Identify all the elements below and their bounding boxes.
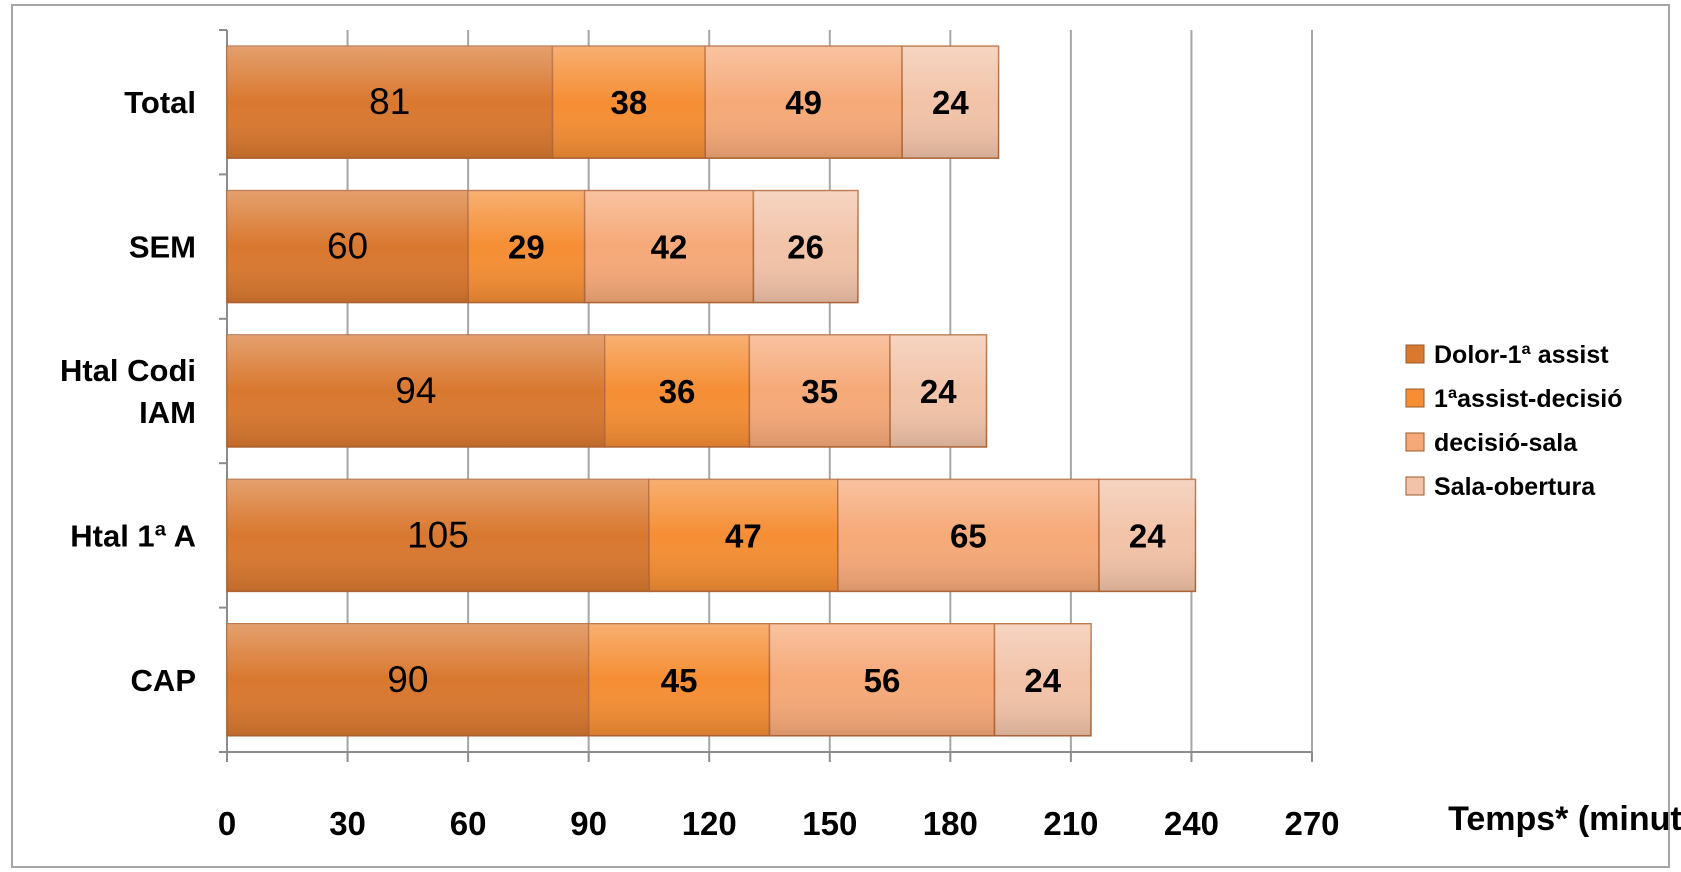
data-label: 90 — [387, 659, 428, 700]
data-label: 105 — [407, 514, 469, 555]
legend-swatch — [1405, 432, 1425, 452]
x-axis-title: Temps* (minuts) — [1448, 800, 1681, 838]
x-tick-label: 180 — [923, 805, 978, 842]
bar-segment-shade — [837, 479, 1100, 592]
x-tick-label: 150 — [802, 805, 857, 842]
data-label: 24 — [932, 84, 969, 121]
category-label: Htal 1ª A — [70, 518, 196, 553]
data-label: 24 — [1024, 662, 1061, 699]
category-label: IAM — [139, 395, 196, 430]
bar-segment-shade — [227, 623, 589, 736]
data-label: 29 — [508, 229, 545, 266]
category-label: Total — [124, 85, 196, 120]
bar-segment-shade — [227, 335, 605, 447]
bar-segment-shade — [994, 623, 1091, 736]
data-label: 35 — [801, 373, 838, 410]
data-label: 81 — [369, 81, 410, 122]
bars — [226, 45, 1197, 737]
bar-segment-shade — [468, 190, 585, 303]
bar-segment-shade — [604, 335, 750, 447]
x-tick-label: 120 — [682, 805, 737, 842]
bar-segment-shade — [552, 46, 706, 159]
x-tick-label: 270 — [1284, 805, 1339, 842]
data-label: 49 — [785, 84, 822, 121]
legend-label: Sala-obertura — [1434, 473, 1596, 501]
x-tick-label: 90 — [570, 805, 607, 842]
legend-label: Dolor-1ª assist — [1434, 341, 1609, 369]
legend-swatch — [1405, 476, 1425, 496]
data-label: 47 — [725, 517, 762, 554]
data-label: 26 — [787, 229, 824, 266]
legend-label: 1ªassist-decisió — [1434, 385, 1623, 413]
bar-segment-shade — [902, 46, 999, 159]
data-label: 60 — [327, 226, 368, 267]
legend-swatch — [1405, 344, 1425, 364]
data-label: 38 — [610, 84, 647, 121]
bar-segment-shade — [753, 190, 858, 303]
bar-segment-shade — [584, 190, 754, 303]
bar-segment-shade — [749, 335, 891, 447]
data-label: 42 — [651, 229, 688, 266]
bar-segment-shade — [705, 46, 903, 159]
legend: Dolor-1ª assist 1ªassist-decisió decisió-s… — [1405, 341, 1623, 501]
data-label: 45 — [661, 662, 698, 699]
bar-segment-shade — [588, 623, 770, 736]
bar-segment-shade — [227, 190, 469, 303]
bar-segment-shade — [227, 46, 553, 159]
x-tick-label: 210 — [1043, 805, 1098, 842]
category-label: Htal Codi — [60, 353, 196, 388]
data-label: 36 — [659, 373, 696, 410]
x-tick-label: 30 — [329, 805, 366, 842]
data-label: 56 — [864, 662, 901, 699]
legend-label: decisió-sala — [1434, 429, 1578, 457]
x-tick-label: 60 — [450, 805, 487, 842]
bar-segment-shade — [227, 479, 649, 592]
data-label: 65 — [950, 517, 987, 554]
bar-segment-shade — [1099, 479, 1196, 592]
legend-swatch — [1405, 388, 1425, 408]
category-label: SEM — [129, 230, 196, 265]
data-label: 94 — [395, 370, 436, 411]
bar-segment-shade — [648, 479, 838, 592]
labels: 0 30 60 90 120 150 180 210 240 270 Total SEM Htal Co… — [60, 81, 1681, 842]
bar-segment-shade — [769, 623, 995, 736]
bar-segment-shade — [890, 335, 987, 447]
x-tick-label: 0 — [218, 805, 236, 842]
data-label: 24 — [1129, 517, 1166, 554]
x-tick-label: 240 — [1164, 805, 1219, 842]
data-label: 24 — [920, 373, 957, 410]
category-label: CAP — [131, 663, 196, 698]
